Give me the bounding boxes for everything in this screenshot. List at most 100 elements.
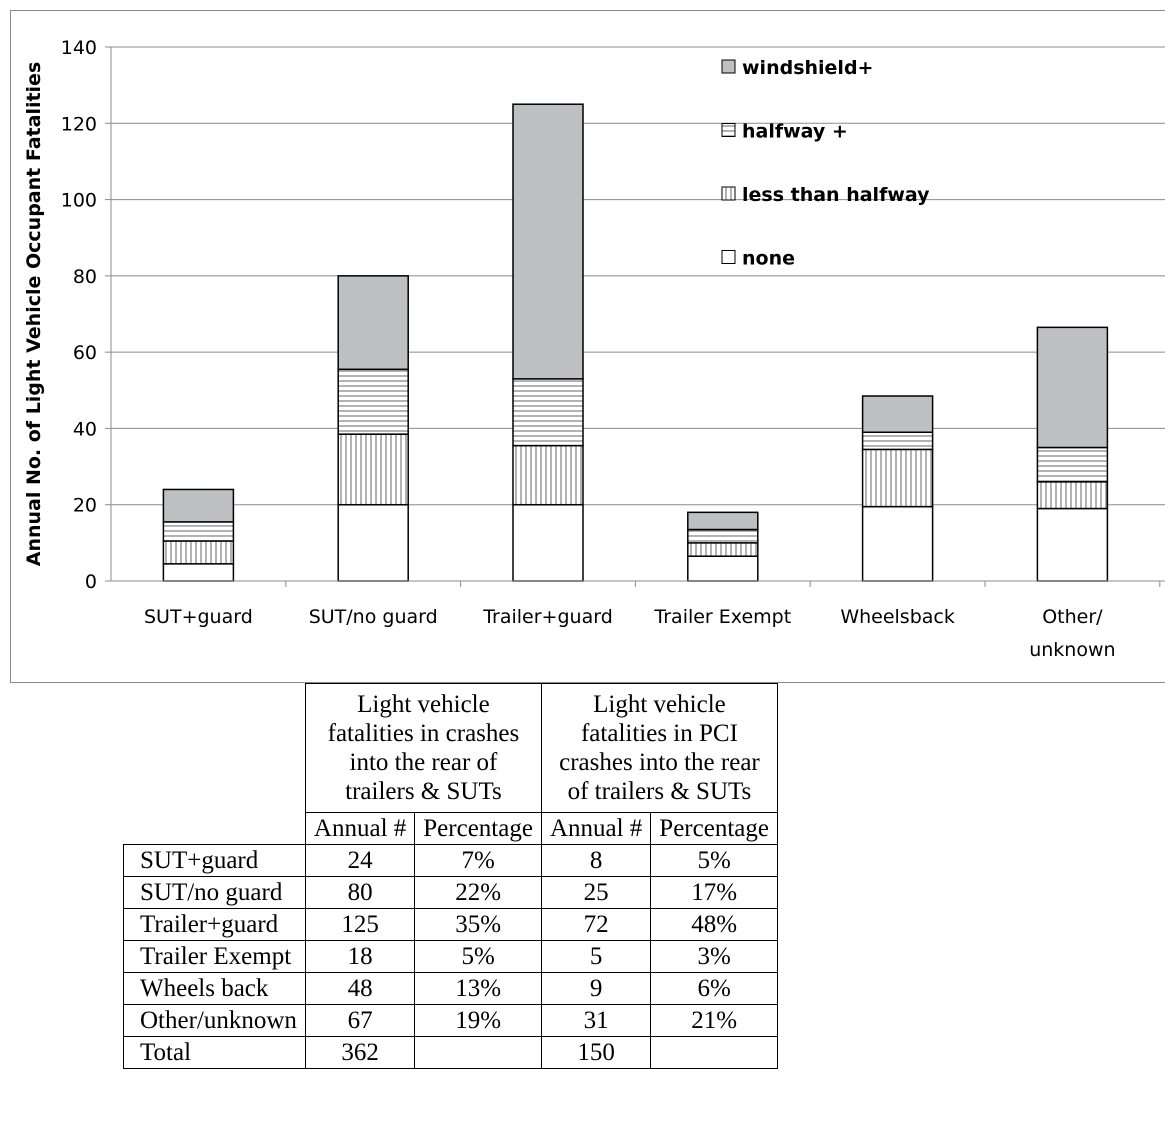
group-header-pci-crashes: Light vehicle fatalities in PCI crashes … bbox=[540, 683, 778, 813]
x-tick-label: Trailer Exempt bbox=[653, 606, 791, 628]
legend-swatch bbox=[721, 186, 736, 201]
table-cell: 35% bbox=[414, 908, 542, 941]
bar-segment-less-than-halfway bbox=[687, 542, 759, 557]
bar-segment-windshield bbox=[512, 103, 584, 380]
table-row: Other/unknown 67 19% 31 21% bbox=[123, 1004, 778, 1037]
x-tick-label: unknown bbox=[1029, 639, 1115, 661]
bar-segment-windshield bbox=[1036, 326, 1109, 449]
bar-segment-less-than-halfway bbox=[162, 540, 235, 565]
group-header-all-crashes: Light vehicle fatalities in crashes into… bbox=[304, 683, 542, 813]
table-cell: 18 bbox=[304, 940, 416, 973]
table-cell: 3% bbox=[650, 940, 778, 973]
table-cell: 5% bbox=[414, 940, 542, 973]
chart-frame bbox=[10, 10, 1165, 683]
table-body: SUT+guard 24 7% 8 5% SUT/no guard 80 22% 25 17% Tr… bbox=[123, 844, 778, 1069]
bar-segment-windshield bbox=[337, 275, 409, 371]
row-label: Trailer Exempt bbox=[123, 940, 306, 973]
table-row: Trailer Exempt 18 5% 5 3% bbox=[123, 940, 778, 973]
x-tick-label: SUT+guard bbox=[144, 606, 253, 628]
legend-label: halfway + bbox=[742, 121, 848, 143]
legend-label: none bbox=[742, 248, 795, 270]
sub-header-percentage: Percentage bbox=[650, 812, 778, 845]
table-cell: 48% bbox=[650, 908, 778, 941]
table-cell: 19% bbox=[414, 1004, 542, 1037]
table-row: SUT+guard 24 7% 8 5% bbox=[123, 844, 778, 877]
data-table: Light vehicle fatalities in crashes into… bbox=[123, 683, 778, 1069]
y-tick-label: 80 bbox=[73, 266, 97, 288]
table-cell bbox=[650, 1036, 778, 1069]
table-cell: 21% bbox=[650, 1004, 778, 1037]
table-cell bbox=[414, 1036, 542, 1069]
row-label: SUT+guard bbox=[123, 844, 306, 877]
bar-segment-windshield bbox=[687, 511, 759, 531]
table-cell: 24 bbox=[304, 844, 416, 877]
grid-layer bbox=[111, 46, 1165, 506]
y-tick-label: 140 bbox=[61, 37, 97, 59]
bar-segment-less-than-halfway bbox=[512, 444, 584, 506]
table-cell: 125 bbox=[304, 908, 416, 941]
bar-segment-halfway bbox=[337, 368, 409, 435]
table-cell: 6% bbox=[650, 972, 778, 1005]
y-axis-label: Annual No. of Light Vehicle Occupant Fat… bbox=[23, 62, 45, 567]
bar-segment-windshield bbox=[861, 395, 934, 433]
y-tick-label: 40 bbox=[73, 418, 97, 440]
table-group-header-row: Light vehicle fatalities in crashes into… bbox=[124, 683, 778, 813]
table-cell: 5 bbox=[540, 940, 652, 973]
bar-segment-none bbox=[1036, 507, 1109, 582]
table-cell: 7% bbox=[414, 844, 542, 877]
table-cell: 22% bbox=[414, 876, 542, 909]
x-tick-label: SUT/no guard bbox=[309, 606, 438, 628]
table-cell: 13% bbox=[414, 972, 542, 1005]
row-label: Wheels back bbox=[123, 972, 306, 1005]
bar-segment-windshield bbox=[162, 488, 235, 523]
row-label: SUT/no guard bbox=[123, 876, 306, 909]
sub-header-percentage: Percentage bbox=[414, 812, 542, 845]
table-cell: 5% bbox=[650, 844, 778, 877]
x-tick-label: Wheelsback bbox=[840, 606, 955, 628]
x-tick-label: Other/ bbox=[1042, 606, 1103, 628]
table-corner bbox=[124, 684, 306, 813]
bar-segment-halfway bbox=[1036, 446, 1109, 483]
bar-segment-halfway bbox=[162, 521, 235, 542]
stacked-bar-chart: 0 20 40 60 80 100 120 140 SUT+guard SUT/no guard T… bbox=[23, 37, 1165, 661]
table-row: Wheels back 48 13% 9 6% bbox=[123, 972, 778, 1005]
table-cell: 17% bbox=[650, 876, 778, 909]
row-label: Other/unknown bbox=[123, 1004, 306, 1037]
table-corner bbox=[124, 813, 306, 845]
row-label: Total bbox=[123, 1036, 306, 1069]
bar-segment-none bbox=[861, 505, 934, 582]
bar-segment-none bbox=[687, 555, 759, 582]
bar-segment-none bbox=[337, 503, 409, 582]
bar-segment-halfway bbox=[512, 378, 584, 447]
legend: windshield+ halfway + less than halfway non… bbox=[721, 57, 930, 270]
y-tick-label: 0 bbox=[85, 571, 97, 593]
bar-segment-less-than-halfway bbox=[861, 448, 934, 508]
table-cell: 31 bbox=[540, 1004, 652, 1037]
table-cell: 9 bbox=[540, 972, 652, 1005]
bars-layer bbox=[162, 103, 1109, 582]
legend-label: windshield+ bbox=[742, 57, 873, 79]
row-label: Trailer+guard bbox=[123, 908, 306, 941]
legend-label: less than halfway bbox=[742, 184, 930, 206]
legend-swatch bbox=[721, 123, 736, 137]
sub-header-annual: Annual # bbox=[304, 812, 416, 845]
bar-segment-halfway bbox=[687, 528, 759, 544]
y-tick-label: 100 bbox=[61, 190, 97, 212]
table-cell: 72 bbox=[540, 908, 652, 941]
x-tick-label: Trailer+guard bbox=[482, 606, 613, 628]
table-cell: 362 bbox=[304, 1036, 416, 1069]
table-cell: 80 bbox=[304, 876, 416, 909]
table-cell: 150 bbox=[540, 1036, 652, 1069]
bar-segment-less-than-halfway bbox=[1036, 481, 1109, 510]
table-row: SUT/no guard 80 22% 25 17% bbox=[123, 876, 778, 909]
bar-segment-none bbox=[512, 503, 584, 582]
table-cell: 48 bbox=[304, 972, 416, 1005]
axes-layer: 0 20 40 60 80 100 120 140 SUT+guard SUT/no guard T… bbox=[61, 37, 1165, 661]
table-sub-header-row: Annual # Percentage Annual # Percentage bbox=[124, 812, 778, 845]
table-cell: 25 bbox=[540, 876, 652, 909]
bar-segment-less-than-halfway bbox=[337, 433, 409, 506]
table-cell: 67 bbox=[304, 1004, 416, 1037]
table-row: Trailer+guard 125 35% 72 48% bbox=[123, 908, 778, 941]
sub-header-annual: Annual # bbox=[540, 812, 652, 845]
y-tick-label: 60 bbox=[73, 342, 97, 364]
